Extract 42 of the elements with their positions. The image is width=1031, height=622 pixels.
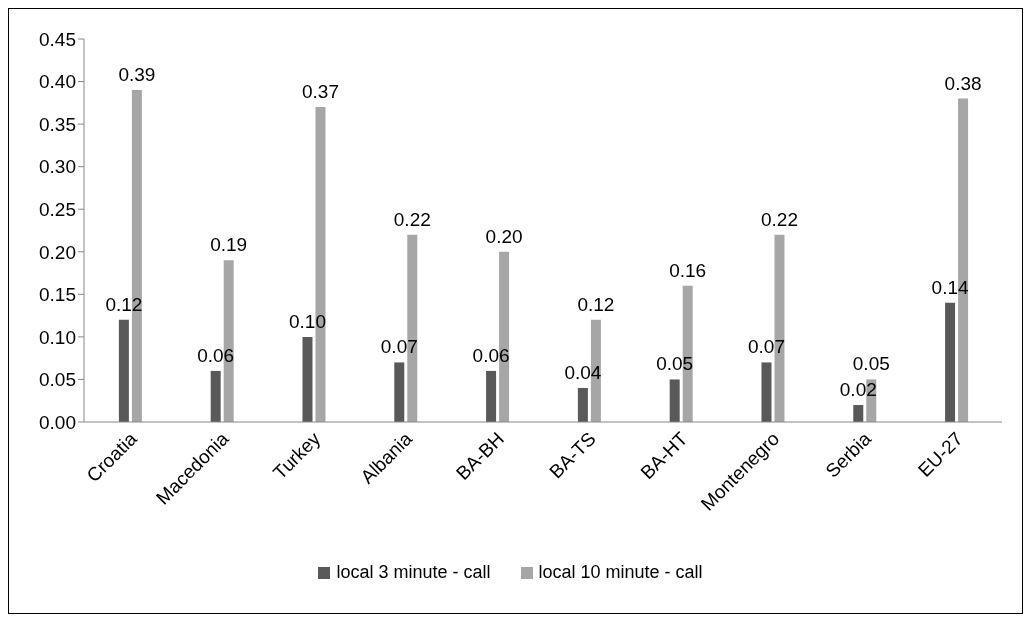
data-label: 0.05	[852, 353, 890, 375]
data-label: 0.04	[564, 361, 602, 383]
data-label: 0.05	[656, 353, 694, 375]
bar	[761, 362, 772, 422]
data-label: 0.37	[301, 81, 339, 103]
y-tick-label: 0.25	[39, 198, 76, 220]
data-label: 0.14	[931, 276, 969, 298]
legend-label: local 10 minute - call	[538, 562, 703, 583]
y-tick-label: 0.00	[39, 411, 76, 433]
bar	[118, 319, 129, 422]
bar	[669, 379, 680, 422]
bar	[945, 302, 956, 422]
data-label: 0.20	[485, 225, 523, 247]
data-label: 0.07	[380, 336, 418, 358]
data-label: 0.07	[747, 336, 785, 358]
data-label: 0.38	[944, 72, 982, 94]
data-label: 0.06	[197, 344, 235, 366]
y-tick-label: 0.20	[39, 241, 76, 263]
bar	[577, 387, 588, 422]
y-tick-label: 0.10	[39, 326, 76, 348]
data-label: 0.16	[669, 259, 707, 281]
data-label: 0.06	[472, 344, 510, 366]
legend-label: local 3 minute - call	[336, 562, 491, 583]
data-label: 0.02	[839, 378, 877, 400]
data-label: 0.22	[393, 208, 431, 230]
y-tick-label: 0.40	[39, 71, 76, 93]
bar	[853, 404, 864, 422]
data-label: 0.22	[760, 208, 798, 230]
y-tick-label: 0.35	[39, 113, 76, 135]
data-label: 0.12	[577, 293, 615, 315]
data-label: 0.10	[288, 310, 326, 332]
y-tick-label: 0.05	[39, 369, 76, 391]
bar	[486, 370, 497, 422]
data-label: 0.12	[105, 293, 143, 315]
y-tick-label: 0.15	[39, 284, 76, 306]
y-tick-label: 0.30	[39, 156, 76, 178]
bar	[394, 362, 405, 422]
y-tick-label: 0.45	[39, 28, 76, 50]
bar	[302, 336, 313, 422]
bar	[210, 370, 221, 422]
data-label: 0.39	[118, 64, 156, 86]
data-label: 0.19	[210, 234, 248, 256]
